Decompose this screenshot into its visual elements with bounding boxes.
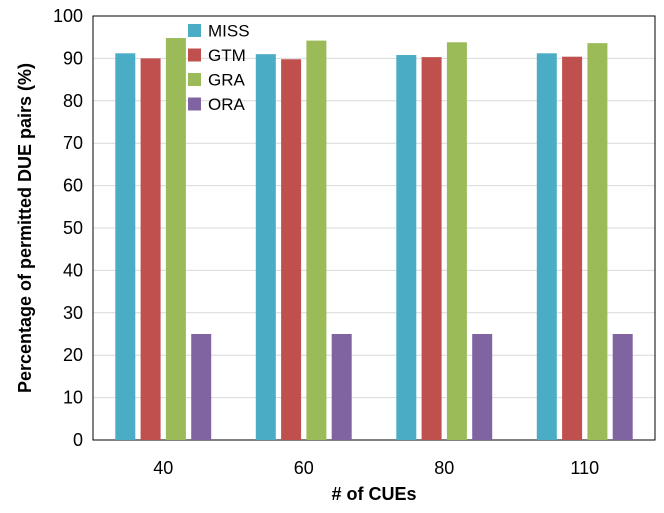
y-tick-label: 30	[63, 303, 83, 323]
legend-label-ora: ORA	[208, 95, 246, 114]
y-tick-label: 50	[63, 218, 83, 238]
y-tick-label: 70	[63, 133, 83, 153]
y-axis-ticks: 0 10 20 30 40 50 60 70 80 90 100	[53, 6, 83, 450]
y-tick-label: 40	[63, 260, 83, 280]
bar-gra-40	[165, 38, 186, 440]
x-tick-label: 60	[294, 458, 314, 478]
bar-ora-40	[191, 334, 212, 440]
bar-gra-80	[446, 42, 467, 441]
y-tick-label: 90	[63, 48, 83, 68]
bar-ora-110	[612, 334, 633, 440]
legend-swatch-ora	[188, 97, 201, 111]
legend-swatch-gtm	[188, 48, 201, 62]
legend: MISS GTM GRA ORA	[188, 22, 250, 114]
y-tick-label: 100	[53, 6, 83, 26]
legend-label-gtm: GTM	[208, 46, 246, 65]
y-tick-label: 20	[63, 345, 83, 365]
x-axis-title: # of CUEs	[331, 484, 416, 504]
x-axis-ticks: 40 60 80 110	[153, 458, 599, 478]
gridlines	[93, 57, 655, 399]
bar-ora-60	[331, 334, 352, 440]
plot-area-frame	[92, 15, 656, 441]
bar-gtm-110	[562, 56, 583, 440]
legend-swatch-miss	[188, 24, 201, 37]
bar-miss-110	[536, 53, 557, 440]
y-tick-label: 10	[63, 388, 83, 408]
legend-label-gra: GRA	[208, 71, 246, 90]
bar-miss-40	[115, 53, 136, 440]
legend-label-miss: MISS	[208, 22, 250, 41]
bar-gra-110	[587, 43, 608, 441]
bar-gtm-60	[281, 59, 302, 441]
x-tick-label: 80	[434, 458, 454, 478]
bar-miss-80	[396, 55, 417, 441]
bar-gtm-80	[421, 57, 442, 441]
bar-miss-60	[255, 54, 276, 440]
bar-gra-60	[306, 40, 327, 440]
x-tick-label: 110	[570, 458, 599, 478]
x-tick-label: 40	[153, 458, 173, 478]
legend-swatch-gra	[188, 73, 201, 86]
bar-gtm-40	[140, 58, 161, 441]
bars	[115, 38, 633, 441]
y-tick-label: 60	[63, 176, 83, 196]
y-tick-label: 0	[73, 430, 83, 450]
y-axis-title: Percentage of permitted DUE pairs (%)	[15, 63, 35, 393]
y-tick-label: 80	[63, 91, 83, 111]
bar-ora-80	[472, 334, 493, 440]
